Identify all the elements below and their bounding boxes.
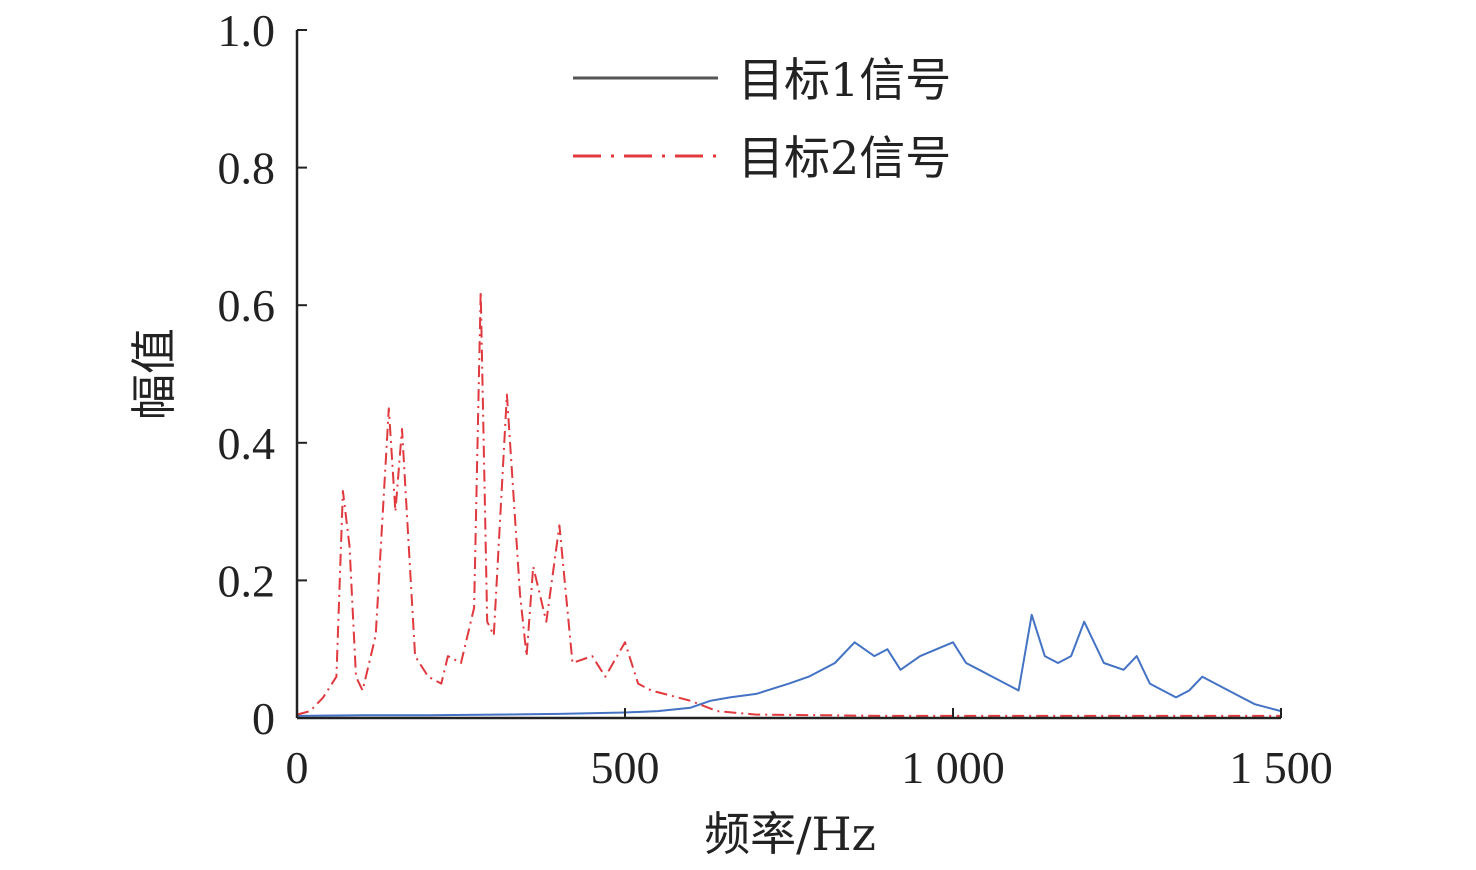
series-layer — [296, 290, 1282, 717]
y-tick-label: 0.8 — [218, 143, 276, 194]
y-tick-label: 1.0 — [218, 5, 276, 56]
legend-label-series-1: 目标1信号 — [738, 53, 951, 107]
y-tick-label: 0.6 — [218, 280, 276, 331]
x-tick-label: 1 500 — [1229, 742, 1333, 793]
x-tick-label: 0 — [286, 742, 309, 793]
axes-layer: 0 500 1 000 1 500 0 0.2 0.4 0.6 0.8 1.0 — [218, 5, 1333, 793]
y-tick-label: 0.4 — [218, 418, 276, 469]
y-axis-label: 幅值 — [127, 328, 181, 420]
legend-label-series-2: 目标2信号 — [738, 131, 951, 185]
x-axis-label: 频率/Hz — [704, 807, 876, 861]
legend: 目标1信号 目标2信号 — [573, 53, 951, 185]
series-line-2 — [296, 290, 1281, 717]
x-tick-label: 1 000 — [901, 742, 1005, 793]
x-tick-label: 500 — [591, 742, 660, 793]
y-tick-label: 0.2 — [218, 555, 276, 606]
series-line-1 — [296, 613, 1282, 717]
y-tick-label: 0 — [252, 693, 275, 744]
